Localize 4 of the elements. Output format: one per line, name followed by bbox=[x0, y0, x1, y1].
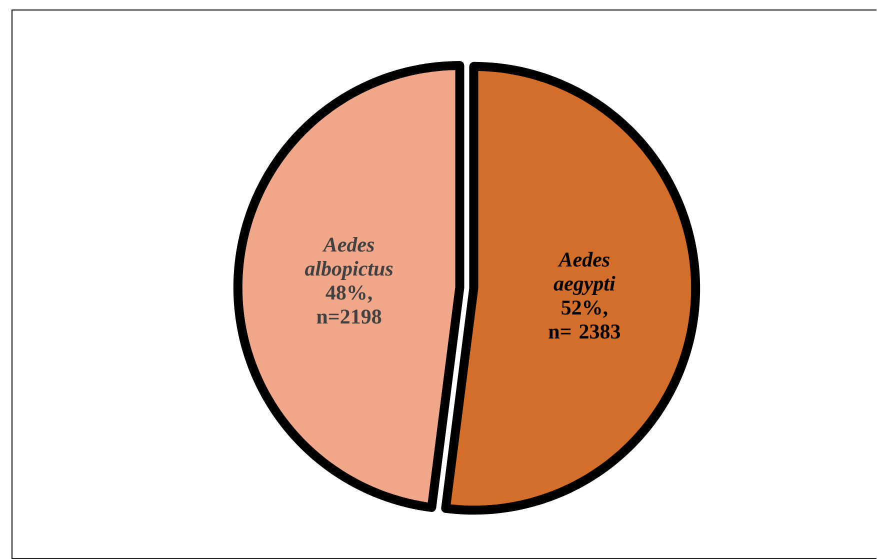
slice-label: Aedes albopictus bbox=[304, 236, 393, 280]
slice-label: Aedes aegypti bbox=[554, 252, 616, 295]
data-label: 48%, n=2198 bbox=[316, 285, 382, 324]
data-label: 52%, n= 2383 bbox=[548, 300, 620, 339]
